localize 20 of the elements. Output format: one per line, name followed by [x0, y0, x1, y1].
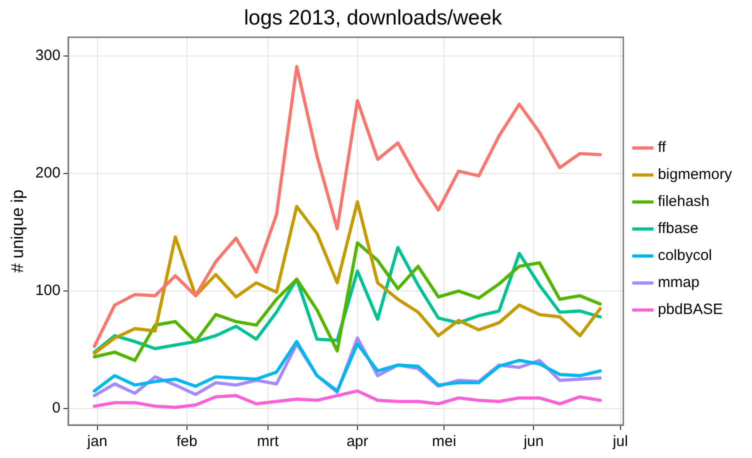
x-tick-label: jul [612, 433, 628, 450]
legend-label: ffbase [658, 220, 698, 238]
x-tick-label: apr [346, 433, 368, 450]
legend-label: mmap [658, 274, 700, 292]
x-tick-label: jan [86, 433, 108, 450]
y-tick-label: 100 [35, 282, 60, 300]
y-tick-label: 0 [52, 400, 60, 417]
y-axis-title: # unique ip [8, 190, 27, 273]
legend-label: bigmemory [658, 166, 732, 184]
legend-label: ff [658, 139, 667, 156]
y-tick-label: 300 [35, 47, 60, 64]
x-tick-label: jun [522, 433, 544, 450]
x-tick-label: feb [176, 433, 198, 450]
x-tick-label: mrt [257, 433, 280, 450]
x-tick-label: mei [432, 433, 456, 450]
legend-label: pbdBASE [658, 301, 723, 318]
y-tick-label: 200 [35, 164, 60, 182]
legend-label: filehash [658, 193, 710, 210]
chart-title: logs 2013, downloads/week [244, 6, 502, 30]
legend-label: colbycol [658, 247, 712, 264]
